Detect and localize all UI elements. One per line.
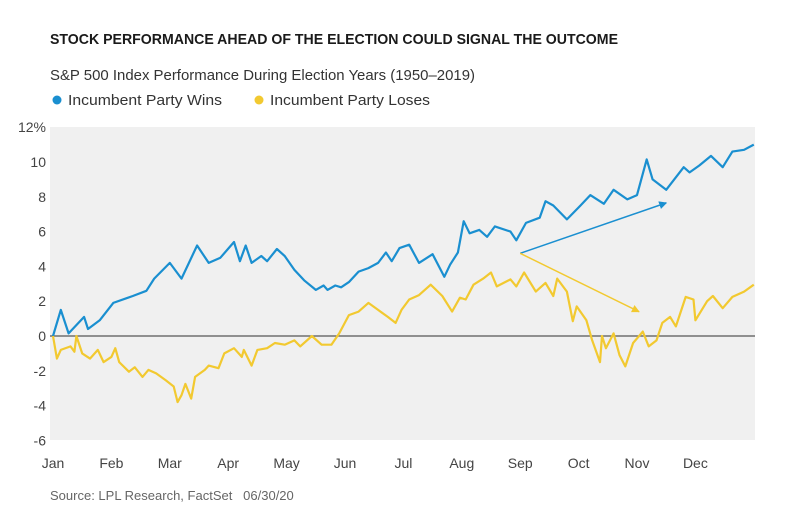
y-axis: 12% 10 8 6 4 2 0 -2 -4 -6 [18, 119, 46, 448]
series-group [51, 143, 755, 404]
x-tick-label: Aug [449, 455, 474, 471]
annotations [519, 201, 668, 313]
series-line-incumbent-wins [51, 143, 755, 337]
plot-area [50, 127, 755, 440]
x-tick-label: Apr [217, 455, 239, 471]
x-tick-label: Oct [568, 455, 590, 471]
x-axis: Jan Feb Mar Apr May Jun Jul Aug Sep Oct Nov Dec [42, 455, 708, 471]
x-tick-label: May [273, 455, 299, 471]
y-tick-label: 4 [38, 258, 46, 274]
x-tick-label: Nov [625, 455, 650, 471]
y-tick-label: 8 [38, 189, 46, 205]
legend: Incumbent Party Wins Incumbent Party Los… [52, 92, 430, 109]
legend-label-loses: Incumbent Party Loses [270, 92, 430, 109]
arrow-up-annotation [519, 201, 668, 255]
x-tick-label: Sep [508, 455, 533, 471]
y-tick-label: 6 [38, 224, 46, 240]
chart-title: STOCK PERFORMANCE AHEAD OF THE ELECTION … [50, 31, 618, 48]
y-tick-label: -2 [34, 363, 47, 379]
y-tick-label: 2 [38, 293, 46, 309]
chart-subtitle: S&P 500 Index Performance During Electio… [50, 67, 475, 84]
x-tick-label: Feb [99, 455, 123, 471]
x-tick-label: Mar [158, 455, 182, 471]
x-tick-label: Jun [334, 455, 357, 471]
source-note: Source: LPL Research, FactSet 06/30/20 [50, 488, 294, 503]
legend-label-wins: Incumbent Party Wins [68, 92, 222, 109]
y-tick-label: 10 [30, 154, 46, 170]
y-tick-label: 0 [38, 328, 46, 344]
x-tick-label: Jul [394, 455, 412, 471]
series-line-incumbent-loses [51, 271, 755, 404]
y-tick-label: 12% [18, 119, 46, 135]
arrow-down-annotation [519, 252, 640, 313]
y-tick-label: -6 [34, 432, 47, 448]
x-tick-label: Dec [683, 455, 708, 471]
y-tick-label: -4 [34, 398, 47, 414]
x-tick-label: Jan [42, 455, 65, 471]
legend-marker-wins [52, 95, 62, 105]
legend-marker-loses [254, 95, 264, 105]
